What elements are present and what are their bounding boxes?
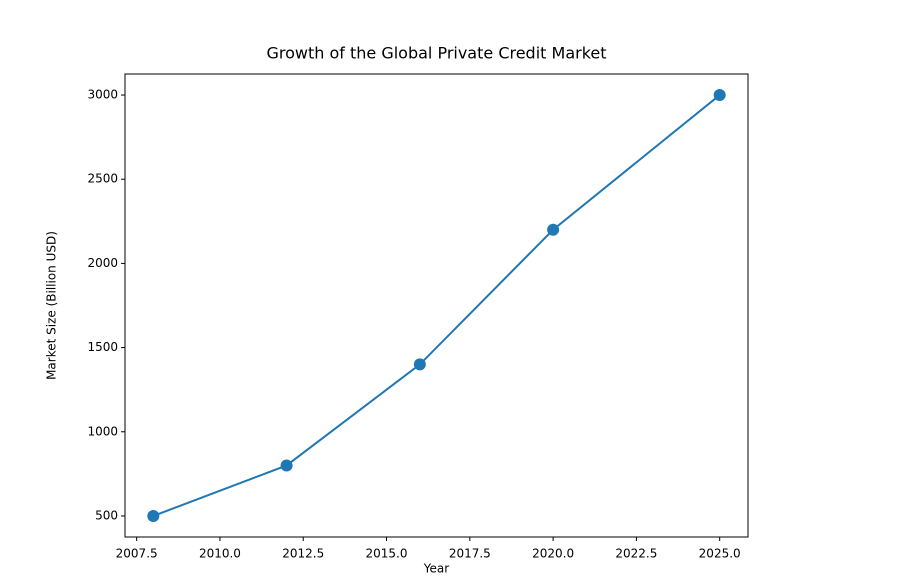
marker (713, 89, 726, 102)
x-tick-label: 2015.0 (366, 547, 408, 561)
marker (413, 358, 426, 371)
plot-frame (124, 73, 749, 538)
y-tick-label: 2500 (87, 172, 118, 186)
x-tick-label: 2025.0 (699, 547, 741, 561)
x-axis-label: Year (423, 562, 449, 576)
x-tick-label: 2022.5 (615, 547, 657, 561)
x-tick-label: 2007.5 (116, 547, 158, 561)
y-tick-label: 3000 (87, 88, 118, 102)
x-tick-label: 2010.0 (199, 547, 241, 561)
y-tick-label: 1500 (87, 340, 118, 354)
marker (147, 509, 160, 522)
marker (280, 459, 293, 472)
y-axis-label: Market Size (Billion USD) (45, 231, 59, 380)
x-tick-label: 2020.0 (532, 547, 574, 561)
x-tick-label: 2017.5 (449, 547, 491, 561)
y-tick-label: 500 (95, 508, 118, 522)
x-tick-label: 2012.5 (282, 547, 324, 561)
y-tick-label: 2000 (87, 256, 118, 270)
marker (547, 223, 560, 236)
chart-title: Growth of the Global Private Credit Mark… (266, 44, 606, 63)
y-tick-label: 1000 (87, 424, 118, 438)
line (152, 94, 721, 517)
